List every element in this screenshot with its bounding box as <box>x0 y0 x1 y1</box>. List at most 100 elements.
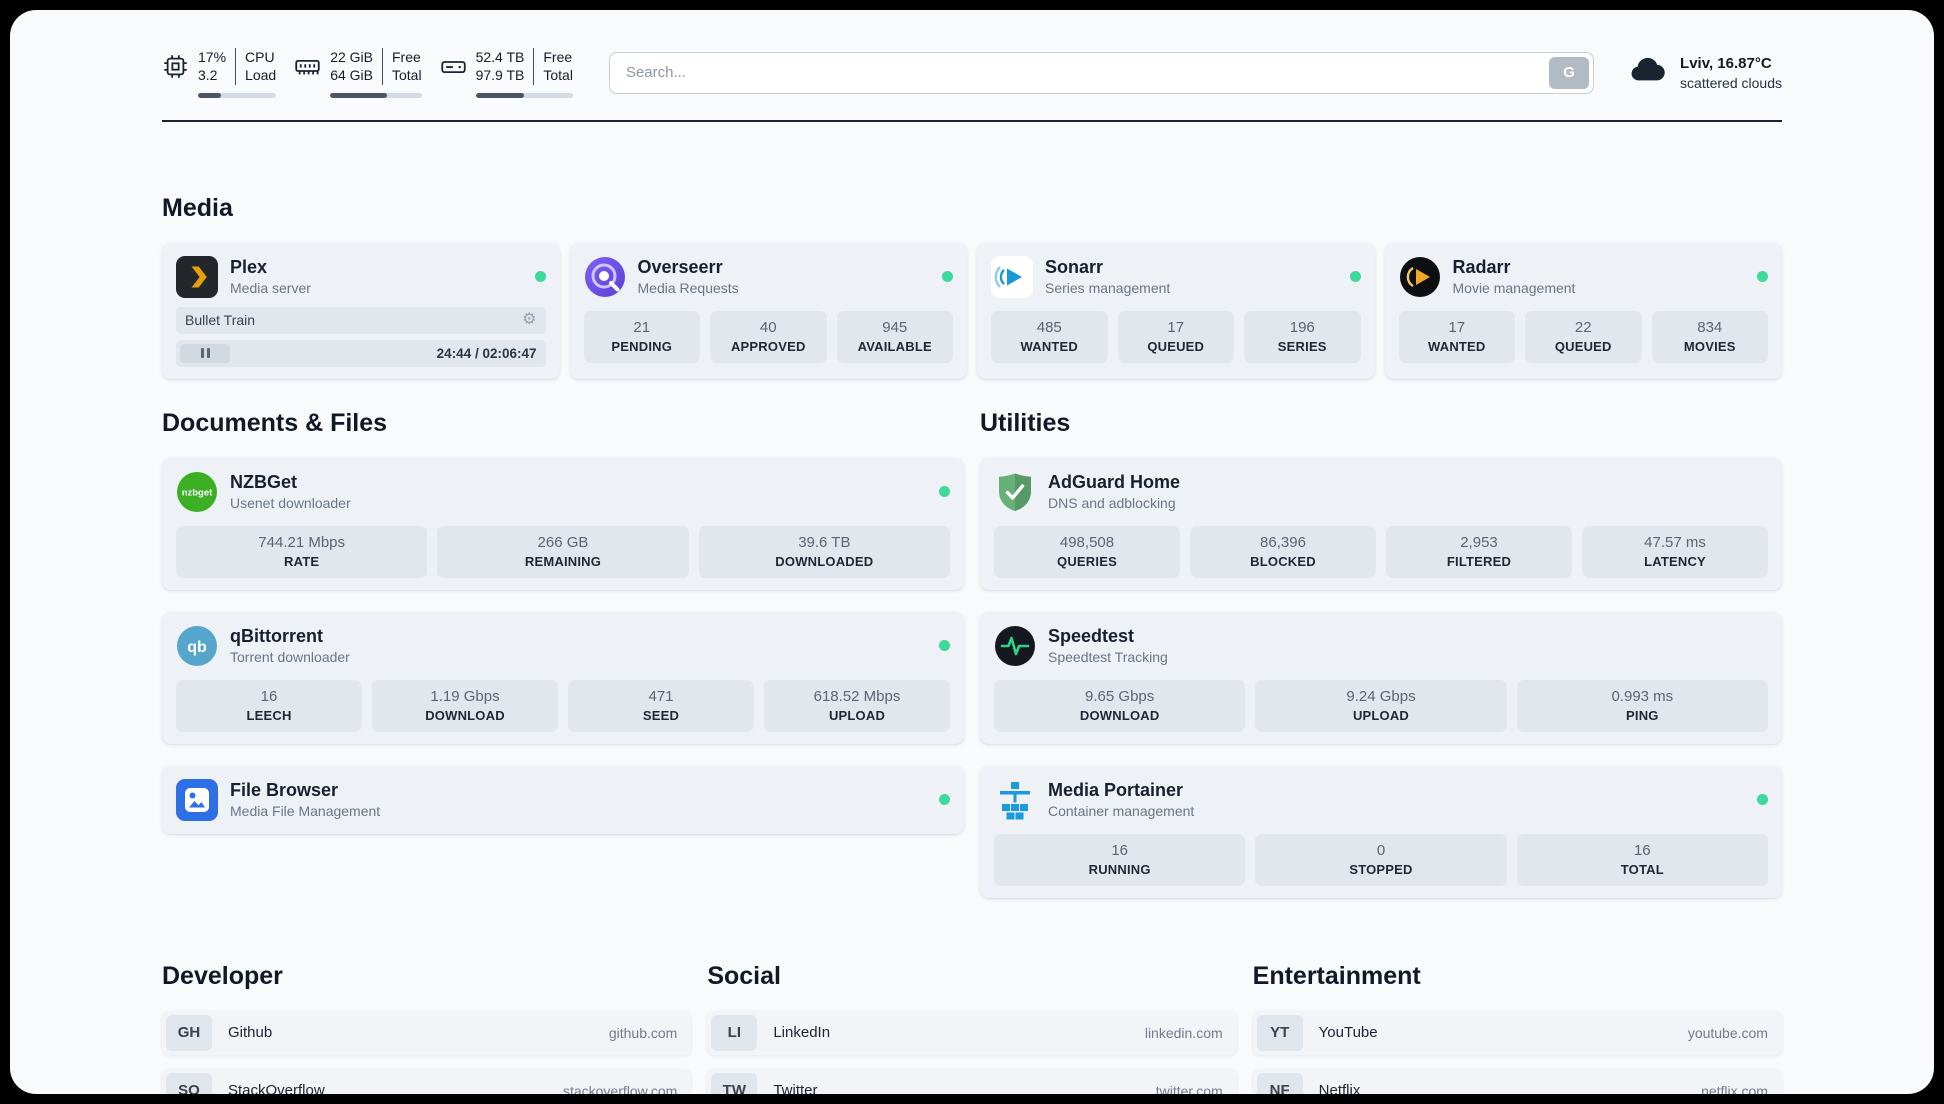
ram-usage-bar <box>330 92 422 98</box>
disk-free-value: 52.4 TB <box>475 49 525 65</box>
service-desc: Container management <box>1048 803 1195 820</box>
stat-tile: 9.24 Gbps UPLOAD <box>1255 679 1507 732</box>
topbar: 17% 3.2 CPU Load <box>162 10 1782 98</box>
disk-total-label: Total <box>543 67 573 84</box>
service-card-adguard[interactable]: AdGuard Home DNS and adblocking 498,508 … <box>980 457 1782 590</box>
stat-tile: 485 WANTED <box>991 310 1108 363</box>
service-name: Media Portainer <box>1048 780 1184 801</box>
stat-tile: 22 QUEUED <box>1525 310 1642 363</box>
service-card-radarr[interactable]: Radarr Movie management 17 WANTED 22 QUE… <box>1384 242 1782 379</box>
status-dot <box>939 486 950 498</box>
ram-stat: 22 GiB 64 GiB Free Total <box>294 48 423 98</box>
pause-icon[interactable] <box>180 343 230 363</box>
link-youtube[interactable]: YT YouTube youtube.com <box>1252 1010 1782 1055</box>
link-stackoverflow[interactable]: SO StackOverflow stackoverflow.com <box>162 1068 692 1094</box>
stat-tile: 471 SEED <box>568 679 754 732</box>
now-playing-strip: Bullet Train ⚙ <box>176 306 546 334</box>
system-stats: 17% 3.2 CPU Load <box>162 48 575 98</box>
plex-icon <box>176 255 218 298</box>
stat-tile: 618.52 Mbps UPLOAD <box>764 679 950 732</box>
section-entertainment: Entertainment YT YouTube youtube.com NF … <box>1252 961 1782 1094</box>
service-name: Speedtest <box>1048 626 1135 647</box>
status-dot <box>939 640 950 652</box>
status-dot <box>534 271 546 283</box>
section-title-entertainment: Entertainment <box>1252 961 1421 990</box>
stat-tile: 40 APPROVED <box>710 310 827 363</box>
section-title-utilities: Utilities <box>980 408 1071 437</box>
service-desc: Speedtest Tracking <box>1048 649 1168 666</box>
service-name: Sonarr <box>1045 257 1104 278</box>
section-developer: Developer GH Github github.com SO StackO… <box>162 962 692 1094</box>
section-title-media: Media <box>162 193 233 222</box>
stat-tile: 0 STOPPED <box>1255 833 1507 886</box>
disk-stat: 52.4 TB 97.9 TB Free Total <box>440 48 575 98</box>
linkedin-badge-icon: LI <box>711 1014 758 1051</box>
cpu-percent: 17% <box>198 49 227 65</box>
service-card-filebrowser[interactable]: File Browser Media File Management <box>162 765 964 834</box>
svg-text:nzbget: nzbget <box>182 487 213 498</box>
github-badge-icon: GH <box>166 1014 212 1051</box>
ram-icon <box>294 53 321 80</box>
dashboard-page: 17% 3.2 CPU Load <box>10 10 1934 1094</box>
service-card-portainer[interactable]: Media Portainer Container management 16 … <box>980 765 1782 898</box>
sonarr-icon <box>991 255 1033 298</box>
portainer-icon <box>994 779 1036 821</box>
disk-icon <box>440 53 467 80</box>
link-twitter[interactable]: TW Twitter twitter.com <box>707 1068 1237 1094</box>
stat-tile: 498,508 QUERIES <box>994 525 1180 578</box>
service-card-qbittorrent[interactable]: qb qBittorrent Torrent downloader 16 LEE… <box>162 611 964 744</box>
status-dot <box>1757 794 1768 806</box>
stat-tile: 266 GB REMAINING <box>437 525 689 578</box>
stat-tile: 21 PENDING <box>583 310 700 363</box>
search-provider-button[interactable]: G <box>1549 56 1590 89</box>
stat-tile: 16 TOTAL <box>1516 833 1768 886</box>
stat-tile: 47.57 ms LATENCY <box>1582 525 1768 578</box>
nzbget-icon: nzbget <box>176 471 218 513</box>
twitter-badge-icon: TW <box>711 1072 758 1094</box>
gear-icon[interactable]: ⚙ <box>522 311 537 329</box>
adguard-icon <box>994 471 1036 513</box>
stat-tile: 945 AVAILABLE <box>836 310 953 363</box>
stat-tile: 16 LEECH <box>176 679 362 732</box>
stat-tile: 1.19 Gbps DOWNLOAD <box>372 679 558 732</box>
section-media: Media Plex Media server <box>162 194 1782 379</box>
disk-total-value: 97.9 TB <box>475 67 525 84</box>
netflix-badge-icon: NF <box>1256 1072 1303 1094</box>
ram-free-value: 22 GiB <box>330 49 373 65</box>
weather-condition: scattered clouds <box>1680 74 1782 91</box>
stat-tile: 196 SERIES <box>1244 310 1361 363</box>
stat-tile: 17 QUEUED <box>1117 310 1234 363</box>
weather-location: Lviv, 16.87°C <box>1680 54 1772 72</box>
stat-tile: 0.993 ms PING <box>1516 679 1768 732</box>
service-desc: Media server <box>230 280 311 297</box>
service-card-overseerr[interactable]: Overseerr Media Requests 21 PENDING 40 A… <box>569 242 967 379</box>
search-bar: G <box>608 51 1595 94</box>
service-card-speedtest[interactable]: Speedtest Speedtest Tracking 9.65 Gbps D… <box>980 611 1782 744</box>
status-dot <box>939 794 950 806</box>
cpu-load-value: 3.2 <box>198 67 218 84</box>
search-input[interactable] <box>608 51 1595 94</box>
service-desc: Movie management <box>1452 280 1576 297</box>
service-card-plex[interactable]: Plex Media server Bullet Train ⚙ 24:44 / <box>162 242 560 379</box>
service-card-nzbget[interactable]: nzbget NZBGet Usenet downloader 744.21 M… <box>162 457 964 590</box>
svg-text:qb: qb <box>187 639 207 656</box>
qbittorrent-icon: qb <box>176 625 218 667</box>
service-card-sonarr[interactable]: Sonarr Series management 485 WANTED 17 Q… <box>977 242 1375 379</box>
service-desc: Usenet downloader <box>230 495 351 512</box>
ram-free-label: Free <box>392 49 421 65</box>
overseerr-icon <box>584 256 626 298</box>
service-desc: Media Requests <box>637 280 739 297</box>
ram-total-value: 64 GiB <box>330 67 373 84</box>
disk-free-label: Free <box>543 49 573 65</box>
link-github[interactable]: GH Github github.com <box>162 1010 692 1055</box>
stat-tile: 39.6 TB DOWNLOADED <box>698 525 950 578</box>
stackoverflow-badge-icon: SO <box>166 1072 212 1094</box>
weather-widget: Lviv, 16.87°C scattered clouds <box>1628 50 1782 95</box>
service-name: qBittorrent <box>230 626 323 647</box>
section-title-documents: Documents & Files <box>162 408 388 437</box>
ram-total-label: Total <box>392 67 422 84</box>
link-netflix[interactable]: NF Netflix netflix.com <box>1252 1068 1782 1094</box>
radarr-icon <box>1399 256 1441 298</box>
link-linkedin[interactable]: LI LinkedIn linkedin.com <box>707 1010 1237 1055</box>
status-dot <box>1757 271 1768 283</box>
